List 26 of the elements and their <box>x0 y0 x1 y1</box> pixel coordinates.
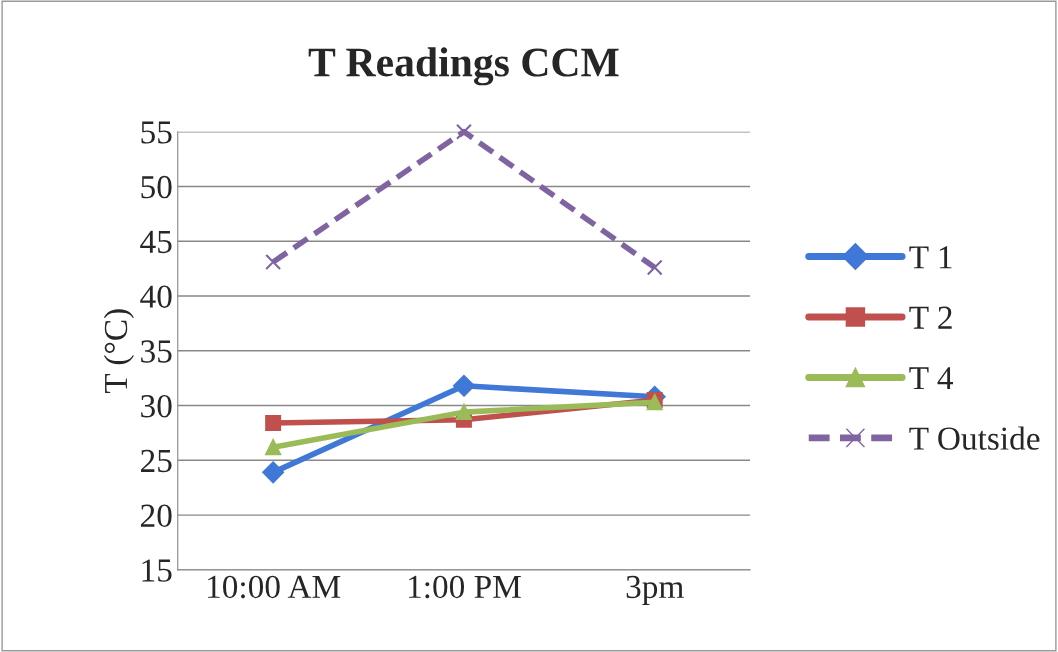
y-tick-label: 45 <box>140 230 172 254</box>
x-tick-label: 3pm <box>626 575 684 605</box>
y-tick-label: 55 <box>141 121 172 144</box>
point <box>265 439 282 456</box>
legend-label: T 4 <box>909 367 953 390</box>
y-tick-label: 40 <box>140 285 172 308</box>
x-tick-label: 1:00 PM <box>408 575 521 599</box>
legend-label: T Outside <box>909 426 1040 450</box>
point <box>262 461 284 484</box>
y-axis-title: T (°C) <box>103 309 134 394</box>
y-tick-label: 50 <box>141 175 172 199</box>
y-tick-label: 35 <box>141 340 172 363</box>
legend-label: T 2 <box>909 306 952 329</box>
y-tick-label: 30 <box>141 394 172 418</box>
y-tick-label: 25 <box>141 449 172 473</box>
y-tick-label: 15 <box>142 559 172 582</box>
point <box>453 374 475 397</box>
point <box>265 415 282 432</box>
point <box>455 404 472 421</box>
chart-title: T Readings CCM <box>308 47 619 86</box>
point <box>455 123 472 140</box>
x-tick-label: 10:00 AM <box>208 575 341 599</box>
legend-label: T 1 <box>909 246 952 269</box>
y-tick-label: 20 <box>141 504 172 527</box>
point <box>646 259 663 276</box>
point <box>265 254 282 271</box>
